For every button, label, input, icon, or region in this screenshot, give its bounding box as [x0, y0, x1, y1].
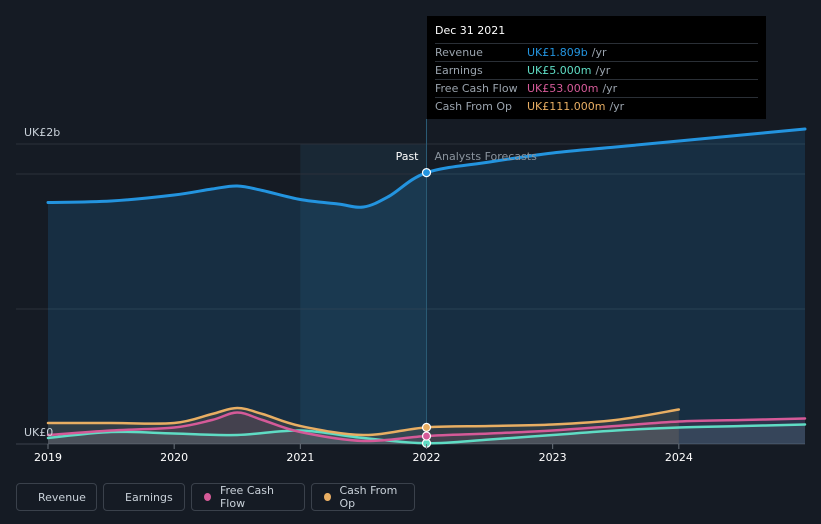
legend-label: Free Cash Flow — [219, 484, 274, 510]
legend-earnings[interactable]: Earnings — [103, 483, 185, 511]
legend-dot-icon — [324, 493, 331, 501]
free-cash-flow-marker — [421, 431, 432, 441]
tooltip-label: Cash From Op — [435, 100, 513, 113]
tooltip-row-earnings: Earnings UK£5.000m /yr — [435, 61, 758, 79]
hover-markers — [421, 168, 432, 448]
x-tick-label: 2024 — [665, 451, 693, 464]
x-tick-label: 2023 — [539, 451, 567, 464]
tooltip-unit: /yr — [602, 82, 618, 95]
tooltip-label: Free Cash Flow — [435, 82, 518, 95]
tooltip-value: UK£1.809b — [527, 46, 588, 59]
forecast-label: Analysts Forecasts — [435, 150, 538, 163]
x-tick-label: 2022 — [413, 451, 441, 464]
past-highlight-band — [300, 144, 427, 444]
tooltip-unit: /yr — [595, 64, 611, 77]
tooltip-value: UK£53.000m — [527, 82, 599, 95]
tooltip-label: Earnings — [435, 64, 483, 77]
legend-cash-from-op[interactable]: Cash From Op — [311, 483, 415, 511]
revenue-line — [46, 127, 807, 209]
x-tick-label: 2020 — [160, 451, 188, 464]
legend-label: Revenue — [38, 490, 86, 504]
tooltip-unit: /yr — [609, 100, 625, 113]
earnings-area — [48, 424, 805, 444]
legend-dot-icon — [204, 493, 211, 501]
cash-from-op-marker — [421, 422, 432, 432]
legend-revenue[interactable]: Revenue — [16, 483, 97, 511]
x-tick-label: 2021 — [286, 451, 314, 464]
past-label: Past — [396, 150, 420, 163]
tooltip-row-free-cash-flow: Free Cash Flow UK£53.000m /yr — [435, 79, 758, 97]
tooltip-value: UK£111.000m — [527, 100, 606, 113]
y-tick-label-bottom: UK£0 — [24, 426, 53, 439]
free-cash-flow-line — [46, 411, 807, 443]
tooltip-row-cash-from-op: Cash From Op UK£111.000m /yr — [435, 97, 758, 115]
tooltip: Dec 31 2021 Revenue UK£1.809b /yr Earnin… — [427, 16, 766, 119]
tooltip-label: Revenue — [435, 46, 483, 59]
legend: Revenue Earnings Free Cash Flow Cash Fro… — [16, 483, 415, 511]
tooltip-value: UK£5.000m — [527, 64, 592, 77]
legend-free-cash-flow[interactable]: Free Cash Flow — [191, 483, 305, 511]
gridlines — [16, 143, 805, 445]
revenue-marker — [421, 168, 432, 178]
x-tick-label: 2019 — [34, 451, 62, 464]
legend-label: Earnings — [125, 490, 173, 504]
tooltip-row-revenue: Revenue UK£1.809b /yr — [435, 43, 758, 61]
legend-label: Cash From Op — [339, 484, 398, 510]
x-axis: 2019 2020 2021 2022 2023 2024 — [34, 444, 693, 464]
tooltip-date: Dec 31 2021 — [435, 24, 506, 37]
cash-from-op-line — [46, 406, 681, 437]
y-tick-label-top: UK£2b — [24, 126, 60, 139]
tooltip-unit: /yr — [591, 46, 607, 59]
